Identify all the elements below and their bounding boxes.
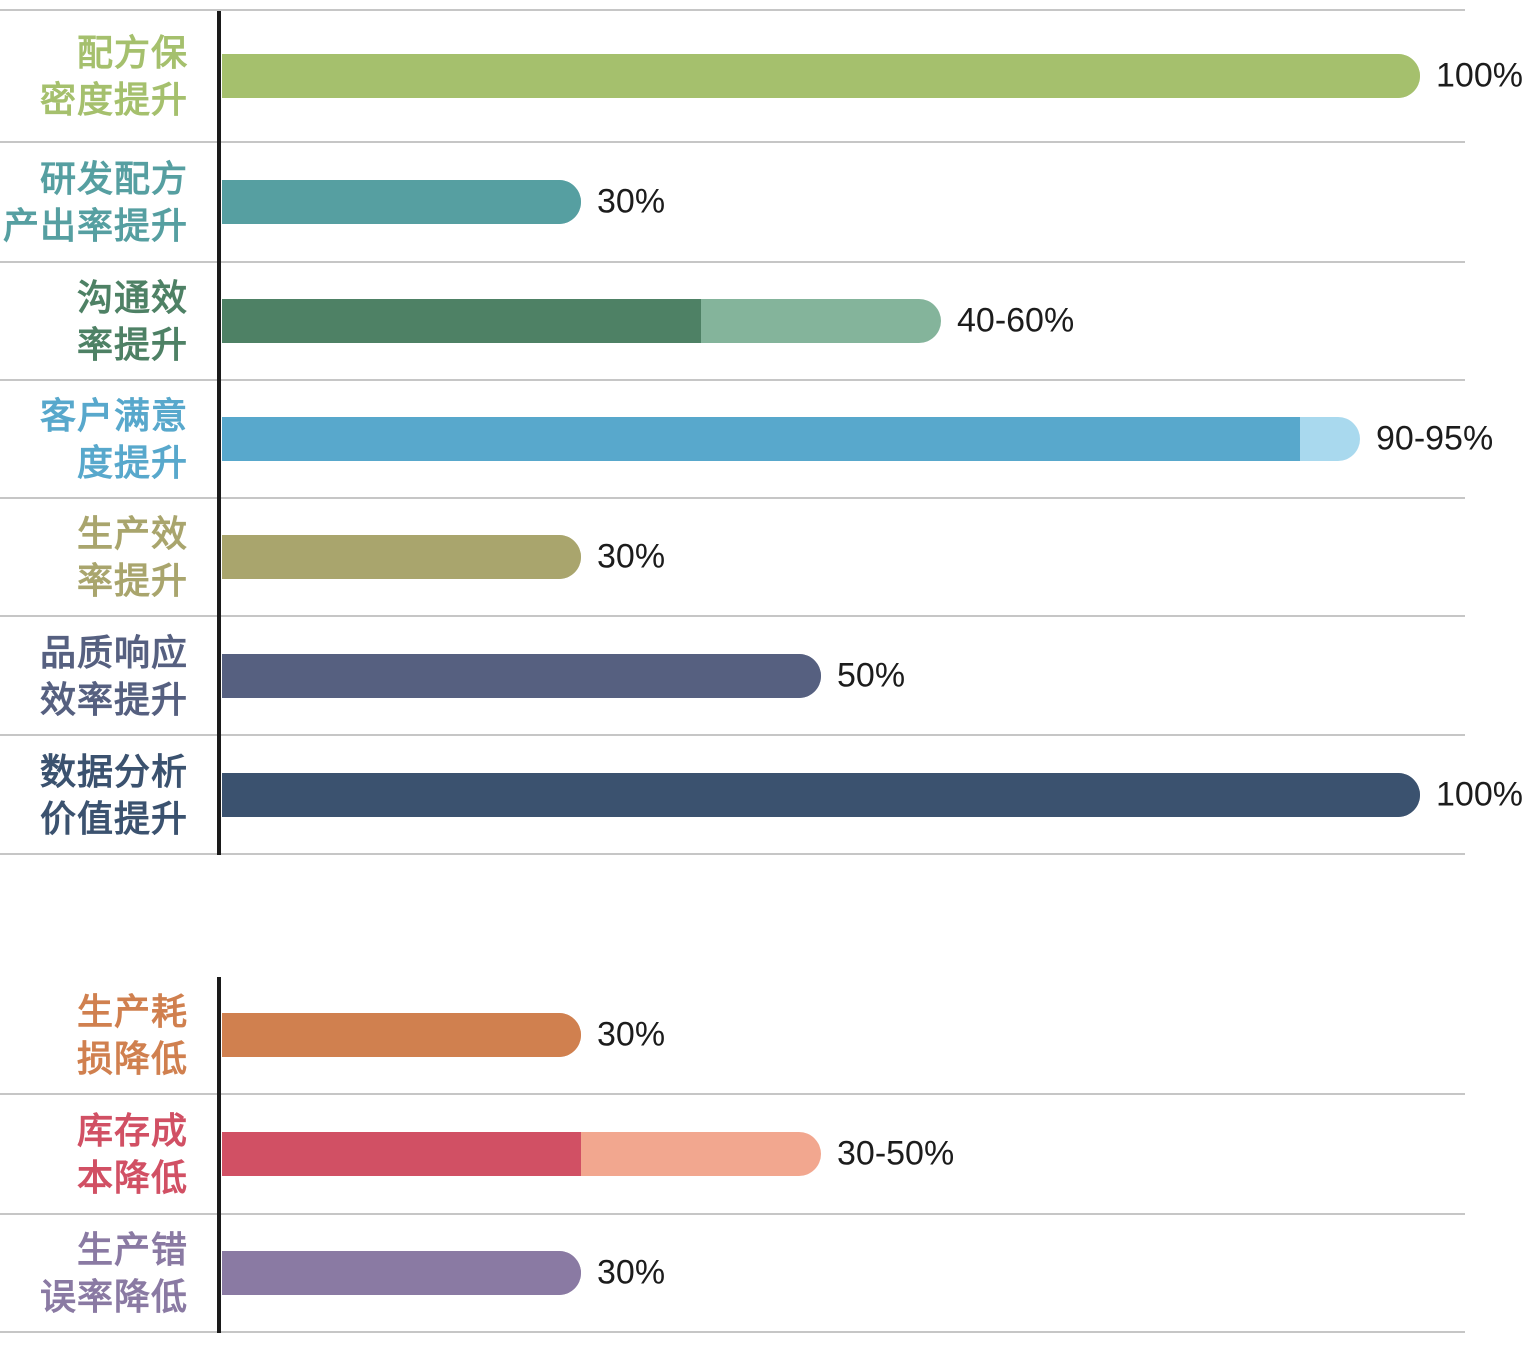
category-label: 生产耗 损降低 <box>76 991 188 1079</box>
bar-main-segment <box>222 653 821 698</box>
category-label: 数据分析 价值提升 <box>39 750 188 839</box>
category-label: 研发配方 产出率提升 <box>2 158 188 246</box>
category-label: 配方保 密度提升 <box>39 32 188 120</box>
bar-main-segment <box>222 180 581 224</box>
chart-row: 数据分析 价值提升 100% <box>0 736 1523 855</box>
bar-main-segment <box>222 1013 581 1057</box>
category-label: 生产效 率提升 <box>76 513 188 601</box>
bar <box>222 1251 581 1295</box>
bar <box>222 299 941 343</box>
bar-main-segment <box>222 1132 582 1176</box>
category-label: 客户满意 度提升 <box>39 395 188 483</box>
bar <box>222 1013 581 1057</box>
bar <box>222 772 1420 817</box>
value-label: 30% <box>597 1253 666 1292</box>
chart-row: 客户满意 度提升 90-95% <box>0 381 1493 499</box>
chart-row: 沟通效 率提升 40-60% <box>0 263 1465 381</box>
bar <box>222 1132 821 1176</box>
axis-line <box>217 11 221 855</box>
chart-row: 研发配方 产出率提升 30% <box>0 143 1465 263</box>
value-label: 30% <box>597 1015 666 1054</box>
value-label: 30% <box>597 537 666 576</box>
bar-main-segment <box>222 299 702 343</box>
bar-main-segment <box>222 535 581 579</box>
value-label: 100% <box>1436 56 1523 95</box>
bar-main-segment <box>222 417 1301 461</box>
bar <box>222 54 1420 98</box>
category-label: 沟通效 率提升 <box>76 277 188 365</box>
chart-row: 生产效 率提升 30% <box>0 499 1465 617</box>
bar <box>222 653 821 698</box>
chart-row: 生产错 误率降低 30% <box>0 1215 1465 1333</box>
axis-line <box>217 977 221 1333</box>
bar-main-segment <box>222 1251 581 1295</box>
bar-main-segment <box>222 54 1420 98</box>
value-label: 30-50% <box>837 1134 955 1173</box>
chart-row: 配方保 密度提升 100% <box>0 11 1523 143</box>
value-label: 40-60% <box>957 301 1075 340</box>
improvement-bar-group: 配方保 密度提升 100% 研发配方 产出率提升 30% 沟通效 率提升 40-60% 客户满意度… <box>0 9 1523 855</box>
value-label: 50% <box>837 656 906 694</box>
bar <box>222 417 1360 461</box>
chart-row: 品质响应 效率提升 50% <box>0 617 1465 736</box>
category-label: 库存成 本降低 <box>76 1110 188 1198</box>
chart-row: 生产耗 损降低 30% <box>0 977 1465 1095</box>
value-label: 30% <box>597 182 666 221</box>
bar <box>222 535 581 579</box>
reduction-bar-group: 生产耗 损降低 30% 库存成 本降低 30-50% 生产错 误率降低 30% <box>0 977 1465 1333</box>
category-label: 生产错 误率降低 <box>39 1229 188 1317</box>
value-label: 100% <box>1436 775 1523 813</box>
category-label: 品质响应 效率提升 <box>39 631 188 720</box>
bar-main-segment <box>222 772 1420 817</box>
value-label: 90-95% <box>1376 419 1494 458</box>
bar <box>222 180 581 224</box>
chart-row: 库存成 本降低 30-50% <box>0 1095 1465 1215</box>
